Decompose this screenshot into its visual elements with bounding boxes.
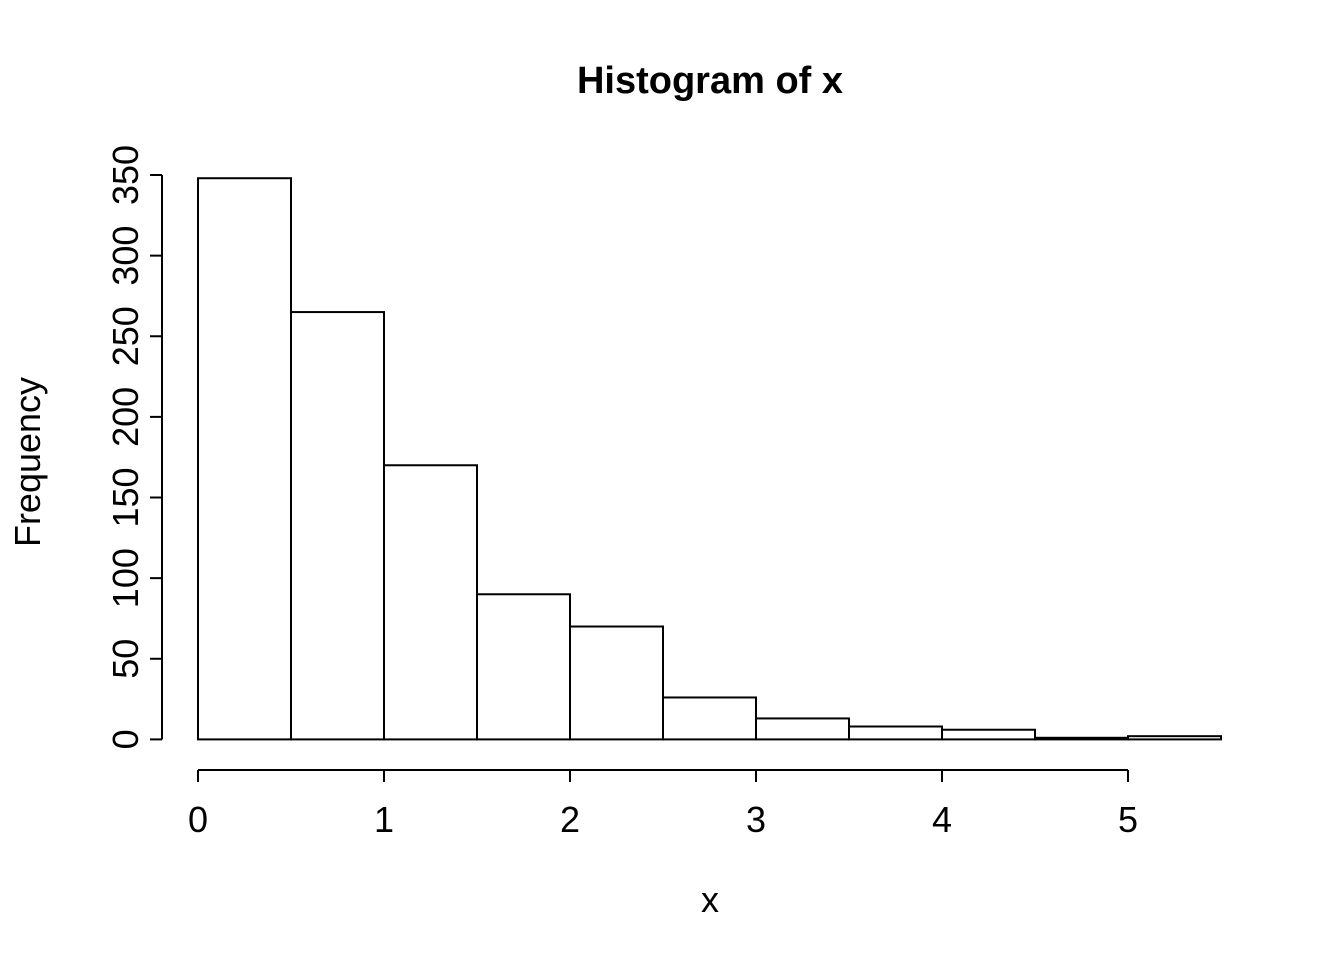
histogram-bar	[476, 593, 571, 741]
histogram-bar	[755, 717, 850, 741]
histogram-bar	[662, 696, 757, 741]
x-axis-title: x	[701, 879, 719, 920]
x-tick-label: 2	[560, 799, 580, 840]
y-tick-label: 300	[105, 226, 146, 286]
x-tick-label: 3	[746, 799, 766, 840]
y-axis-title: Frequency	[7, 377, 48, 547]
y-tick-label: 100	[105, 548, 146, 608]
y-tick-label: 150	[105, 467, 146, 527]
y-tick-label: 50	[105, 639, 146, 679]
x-tick-label: 4	[932, 799, 952, 840]
y-tick-label: 0	[105, 729, 146, 749]
histogram-bar	[569, 625, 664, 741]
x-tick-label: 5	[1118, 799, 1138, 840]
histogram-bar	[1034, 736, 1129, 741]
histogram-bars	[197, 177, 1222, 741]
y-tick-label: 350	[105, 145, 146, 205]
y-tick-label: 250	[105, 306, 146, 366]
x-tick-label: 0	[188, 799, 208, 840]
y-axis: 0 50 100 150 200 250 300 350	[105, 145, 163, 749]
histogram-bar	[197, 177, 292, 741]
histogram-bar	[941, 728, 1036, 741]
histogram-bar	[848, 725, 943, 741]
histogram-bar	[1127, 735, 1222, 741]
histogram-bar	[290, 311, 385, 741]
y-tick-label: 200	[105, 387, 146, 447]
x-tick-label: 1	[374, 799, 394, 840]
chart-title: Histogram of x	[577, 60, 843, 102]
histogram-bar	[383, 464, 478, 741]
x-axis: 0 1 2 3 4 5	[188, 769, 1138, 840]
